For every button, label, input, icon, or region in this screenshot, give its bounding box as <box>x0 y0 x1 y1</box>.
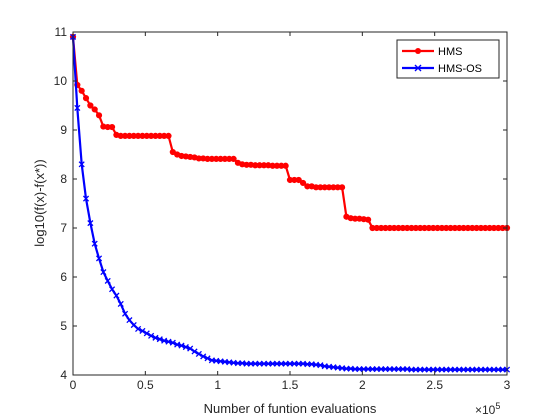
y-tick-label: 5 <box>60 319 67 333</box>
x-tick-label: 1 <box>214 378 221 392</box>
data-point <box>122 310 129 317</box>
data-point <box>148 332 155 339</box>
data-point <box>182 344 189 351</box>
series-hms-os <box>69 33 511 373</box>
data-point <box>95 255 103 262</box>
data-point <box>126 317 133 324</box>
legend-label: HMS-OS <box>438 63 482 75</box>
axes-layer: 0 0.5 1 1.5 2 2.5 3 4 5 6 7 8 9 10 11 <box>54 25 511 392</box>
y-tick-label: 4 <box>60 368 67 382</box>
legend-marker <box>415 48 421 54</box>
data-point <box>204 355 211 362</box>
data-point <box>143 330 150 337</box>
data-point <box>299 179 307 187</box>
x-axis-exponent: ×105 <box>475 401 500 417</box>
data-point <box>338 184 346 191</box>
data-point <box>165 132 172 139</box>
data-point <box>156 336 163 343</box>
y-tick-label: 7 <box>60 221 67 235</box>
data-point <box>117 300 124 308</box>
data-point <box>295 176 302 184</box>
data-point <box>78 161 85 168</box>
data-point <box>174 341 181 348</box>
plot-area <box>73 32 507 375</box>
data-point <box>95 112 103 119</box>
data-point <box>161 337 168 344</box>
data-point <box>82 195 90 202</box>
x-tick-label: 0 <box>70 378 77 392</box>
data-point <box>178 342 185 349</box>
data-point <box>91 240 98 247</box>
legend-item: HMS <box>402 46 462 58</box>
data-point <box>104 277 111 284</box>
series-hms <box>69 33 511 232</box>
data-point <box>91 106 98 113</box>
x-axis-title: Number of funtion evaluations <box>204 401 377 416</box>
data-point <box>74 104 81 112</box>
y-axis-title: log10(f(x)-f(x*)) <box>32 159 47 246</box>
data-point <box>169 339 176 346</box>
legend-item: HMS-OS <box>402 63 482 75</box>
x-axis-exponent-power: 5 <box>495 401 500 411</box>
legend-box <box>396 39 500 79</box>
y-tick-label: 10 <box>54 74 68 88</box>
legend: HMS HMS-OS <box>396 39 500 79</box>
data-point <box>135 325 142 332</box>
x-tick-label: 0.5 <box>137 378 154 392</box>
data-point <box>87 102 94 109</box>
data-point <box>200 353 207 360</box>
data-point <box>108 123 116 131</box>
data-point <box>230 155 237 163</box>
data-point <box>191 348 198 355</box>
x-tick-label: 2.5 <box>426 378 443 392</box>
data-point <box>82 95 90 102</box>
x-tick-label: 3 <box>504 378 511 392</box>
data-point <box>152 334 159 341</box>
x-axis-exponent-base: ×10 <box>475 403 496 417</box>
data-point <box>195 350 202 357</box>
data-point <box>109 286 116 293</box>
x-tick-label: 2 <box>359 378 366 392</box>
y-tick-label: 6 <box>60 270 67 284</box>
data-point <box>87 220 94 227</box>
data-point <box>100 269 107 276</box>
x-tick-label: 1.5 <box>282 378 299 392</box>
y-tick-label: 11 <box>55 25 68 39</box>
data-point <box>282 162 289 169</box>
legend-marker <box>414 64 422 72</box>
series-layer <box>69 33 511 373</box>
y-tick-label: 8 <box>60 172 67 186</box>
y-tick-label: 9 <box>60 123 67 137</box>
data-point <box>365 216 372 223</box>
data-point <box>317 362 324 369</box>
data-point <box>165 338 172 345</box>
data-point <box>113 292 120 299</box>
data-point <box>78 87 85 94</box>
legend-label: HMS <box>438 46 462 58</box>
data-point <box>187 345 194 352</box>
data-point <box>139 327 146 334</box>
